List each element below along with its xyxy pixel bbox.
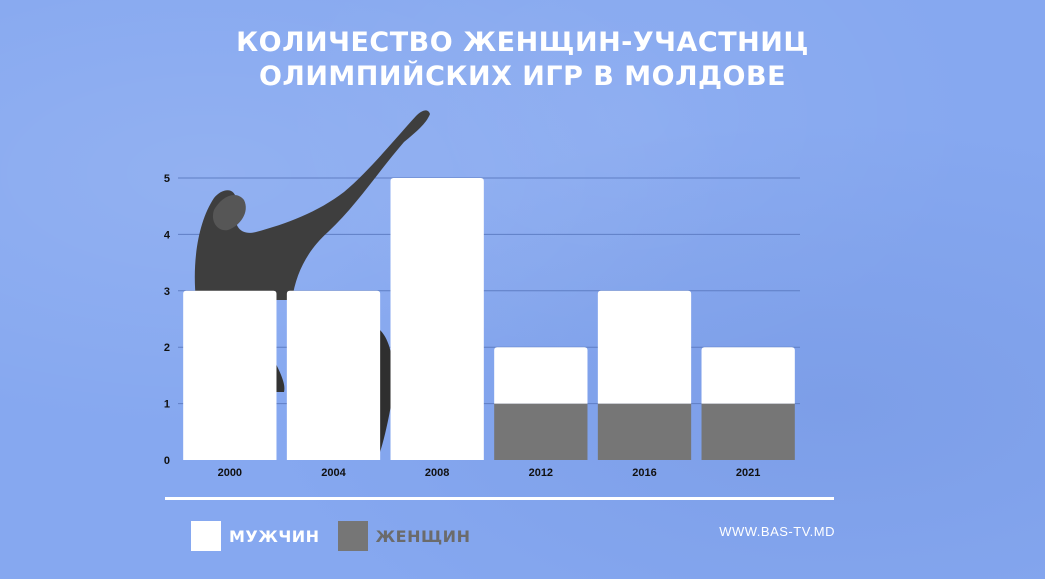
y-tick-label: 0: [164, 455, 170, 467]
y-tick-label: 5: [164, 173, 170, 185]
chart-title: КОЛИЧЕСТВО ЖЕНЩИН-УЧАСТНИЦ ОЛИМПИЙСКИХ И…: [0, 26, 1045, 94]
legend-item-men: МУЖЧИН: [191, 521, 320, 551]
x-tick-label-2016: 2016: [632, 467, 656, 479]
gymnast-statue-photo: [194, 110, 430, 452]
bar-men-2016: [597, 290, 692, 404]
bar-men-2000: [183, 290, 277, 460]
chart-legend: МУЖЧИН ЖЕНЩИН: [191, 521, 488, 551]
legend-item-women: ЖЕНЩИН: [337, 521, 471, 551]
legend-swatch-women: [337, 521, 368, 551]
x-tick-label-2012: 2012: [529, 467, 553, 479]
statue-upper-body: [194, 110, 430, 300]
x-tick-label-2000: 2000: [218, 467, 242, 479]
x-tick-label-2004: 2004: [321, 467, 346, 479]
source-credit: WWW.BAS-TV.MD: [719, 524, 835, 539]
chart-title-line-1: КОЛИЧЕСТВО ЖЕНЩИН-УЧАСТНИЦ: [236, 27, 809, 58]
statue-leg: [378, 330, 394, 452]
bar-women-2021: [701, 403, 795, 460]
bar-men-2012: [494, 347, 588, 404]
y-tick-label: 2: [164, 342, 170, 354]
chart-bars: [183, 178, 795, 460]
bar-men-2004: [286, 290, 381, 460]
chart-title-line-2: ОЛИМПИЙСКИХ ИГР В МОЛДОВЕ: [258, 61, 787, 92]
legend-label-women: ЖЕНЩИН: [375, 526, 471, 546]
chart-divider-line: [165, 497, 834, 500]
bar-women-2012: [494, 403, 588, 460]
legend-swatch-men: [191, 521, 221, 551]
x-tick-label-2021: 2021: [736, 467, 760, 479]
y-tick-label: 4: [164, 229, 171, 241]
legend-label-men: МУЖЧИН: [229, 526, 320, 546]
statue-arm: [274, 360, 285, 392]
bar-men-2021: [701, 347, 795, 404]
y-tick-label: 3: [164, 286, 170, 298]
statue-head: [212, 195, 246, 231]
y-tick-label: 1: [164, 399, 170, 411]
x-tick-label-2008: 2008: [425, 467, 449, 479]
bar-women-2016: [597, 403, 692, 460]
bar-men-2008: [390, 178, 484, 460]
x-axis-tick-labels: 2000 2004 2008 2012 2016 2021: [218, 467, 761, 479]
y-axis-tick-labels: 0 1 2 3 4 5: [164, 173, 171, 467]
